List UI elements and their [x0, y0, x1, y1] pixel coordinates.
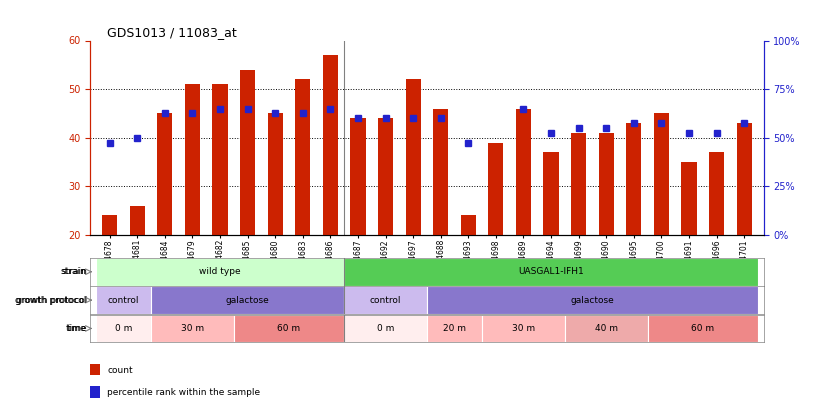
Bar — [482, 315, 565, 342]
Bar — [654, 113, 669, 235]
Text: GDS1013 / 11083_at: GDS1013 / 11083_at — [107, 26, 236, 39]
Text: growth protocol: growth protocol — [15, 296, 86, 305]
Bar — [427, 286, 758, 314]
Bar — [544, 152, 558, 235]
Bar — [344, 258, 758, 286]
Text: 60 m: 60 m — [277, 324, 300, 333]
Bar — [516, 109, 531, 235]
Bar — [268, 113, 282, 235]
Text: control: control — [108, 296, 140, 305]
Bar — [213, 84, 227, 235]
Bar — [433, 109, 448, 235]
Bar — [151, 315, 234, 342]
Bar — [565, 315, 648, 342]
Bar — [130, 206, 144, 235]
Text: percentile rank within the sample: percentile rank within the sample — [107, 388, 260, 397]
Bar — [151, 286, 344, 314]
Bar — [102, 215, 117, 235]
Bar — [736, 123, 752, 235]
Bar — [96, 315, 151, 342]
Text: growth protocol: growth protocol — [16, 296, 87, 305]
Text: galactose: galactose — [571, 296, 614, 305]
Bar — [185, 84, 200, 235]
Bar — [406, 79, 420, 235]
Text: UASGAL1-IFH1: UASGAL1-IFH1 — [518, 267, 584, 276]
Bar — [599, 133, 614, 235]
Text: 0 m: 0 m — [377, 324, 394, 333]
Text: strain: strain — [60, 267, 86, 276]
Bar — [96, 286, 151, 314]
Bar — [90, 386, 100, 398]
Text: control: control — [369, 296, 401, 305]
Bar — [96, 258, 344, 286]
Bar — [681, 162, 697, 235]
Bar — [378, 118, 393, 235]
Bar — [90, 364, 100, 375]
Text: wild type: wild type — [200, 267, 241, 276]
Bar — [157, 113, 172, 235]
Bar — [488, 143, 503, 235]
Text: count: count — [107, 366, 133, 375]
Bar — [323, 55, 338, 235]
Bar — [344, 315, 427, 342]
Text: time: time — [66, 324, 86, 333]
Bar — [296, 79, 310, 235]
Text: 60 m: 60 m — [691, 324, 714, 333]
Text: galactose: galactose — [226, 296, 269, 305]
Bar — [461, 215, 476, 235]
Text: 0 m: 0 m — [115, 324, 132, 333]
Text: 30 m: 30 m — [512, 324, 535, 333]
Text: 20 m: 20 m — [443, 324, 466, 333]
Bar — [234, 315, 344, 342]
Bar — [709, 152, 724, 235]
Bar — [648, 315, 758, 342]
Text: time: time — [67, 324, 87, 333]
Text: strain: strain — [61, 267, 87, 276]
Bar — [351, 118, 365, 235]
Bar — [626, 123, 641, 235]
Bar — [344, 286, 427, 314]
Text: 40 m: 40 m — [594, 324, 617, 333]
Bar — [571, 133, 586, 235]
Bar — [427, 315, 482, 342]
Text: 30 m: 30 m — [181, 324, 204, 333]
Bar — [240, 70, 255, 235]
